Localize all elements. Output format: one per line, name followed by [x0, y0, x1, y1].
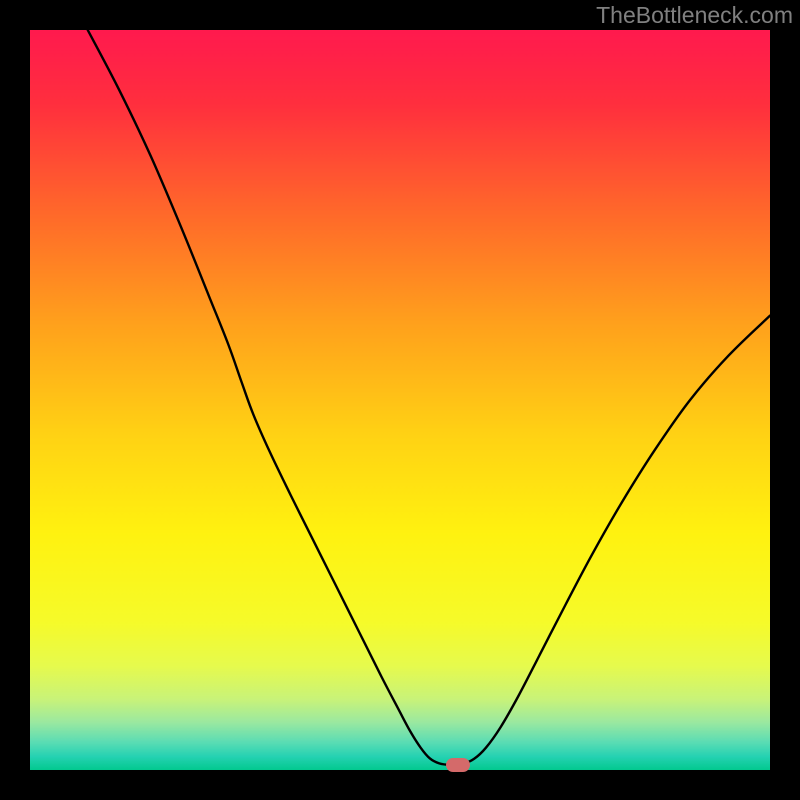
plot-area [30, 30, 770, 770]
chart-stage: TheBottleneck.com [0, 0, 800, 800]
gradient-background [30, 30, 770, 770]
attribution-label: TheBottleneck.com [596, 2, 793, 29]
